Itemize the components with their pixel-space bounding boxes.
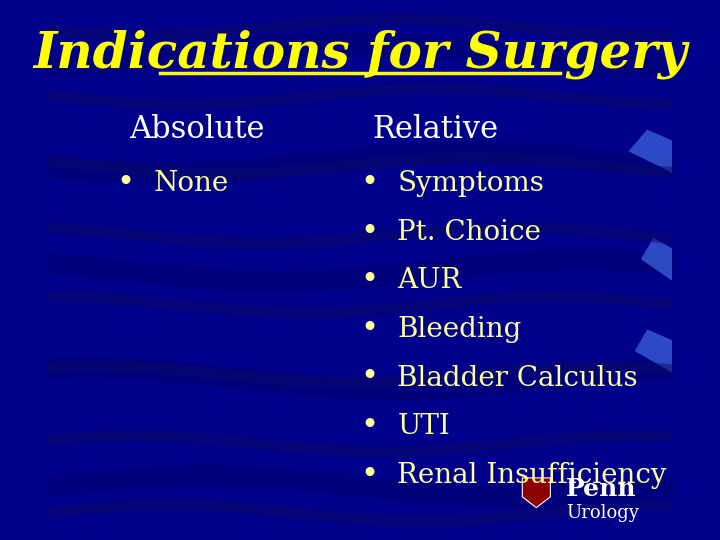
Polygon shape <box>629 130 672 173</box>
Text: •: • <box>360 411 378 442</box>
Text: •: • <box>360 265 378 296</box>
Polygon shape <box>641 238 672 281</box>
Text: •: • <box>360 362 378 394</box>
Text: •: • <box>117 168 135 199</box>
Text: Bladder Calculus: Bladder Calculus <box>397 364 638 391</box>
Text: Renal Insufficiency: Renal Insufficiency <box>397 462 667 489</box>
Text: •: • <box>360 314 378 345</box>
Text: Indications for Surgery: Indications for Surgery <box>33 29 687 79</box>
Text: Symptoms: Symptoms <box>397 170 544 197</box>
Polygon shape <box>522 478 550 508</box>
Text: Relative: Relative <box>372 114 499 145</box>
Text: Pt. Choice: Pt. Choice <box>397 219 541 246</box>
Text: Bleeding: Bleeding <box>397 316 522 343</box>
Text: AUR: AUR <box>397 267 462 294</box>
Text: None: None <box>154 170 229 197</box>
Text: •: • <box>360 217 378 248</box>
Text: Absolute: Absolute <box>129 114 264 145</box>
Text: Penn: Penn <box>566 477 636 501</box>
Text: UTI: UTI <box>397 413 450 440</box>
Polygon shape <box>634 329 672 373</box>
Text: •: • <box>360 168 378 199</box>
Text: Urology: Urology <box>566 504 639 522</box>
Text: •: • <box>360 460 378 491</box>
